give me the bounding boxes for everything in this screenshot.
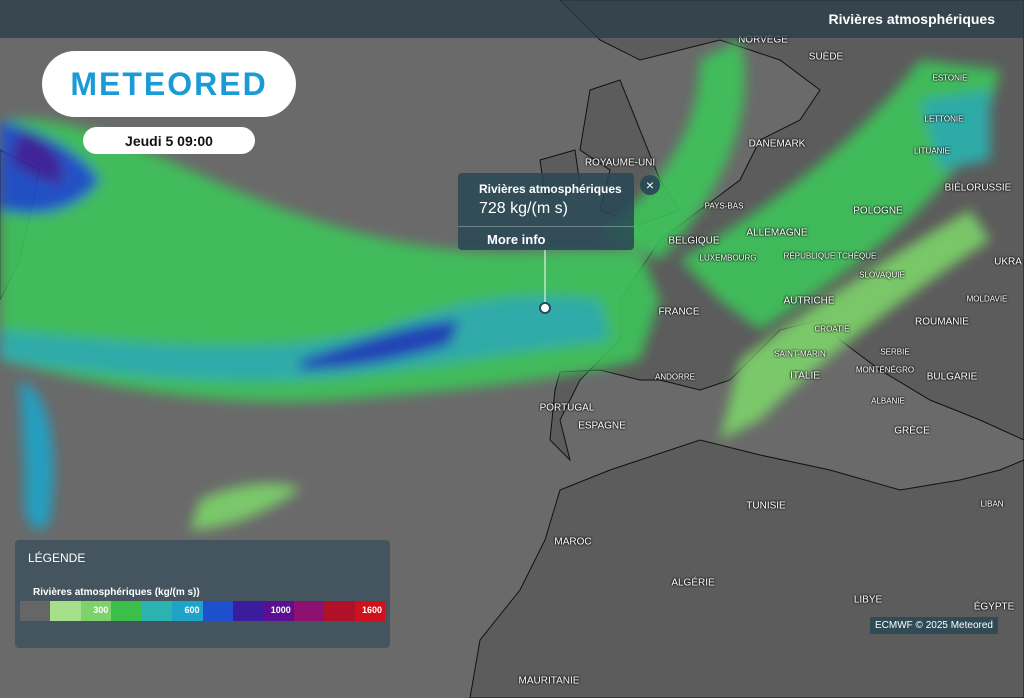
country-label: ROUMANIE (915, 316, 969, 328)
legend-swatch (324, 601, 355, 621)
legend-title[interactable]: LÉGENDE (28, 551, 86, 565)
country-label: MOLDAVIE (966, 294, 1008, 304)
country-label: SLOVAQUIE (859, 270, 905, 280)
country-label: FRANCE (658, 306, 700, 318)
attribution: ECMWF © 2025 Meteored (870, 617, 998, 634)
atmospheric-river (0, 40, 1000, 530)
country-label: MAROC (554, 536, 592, 548)
legend-tick-label: 300 (93, 605, 109, 615)
country-label: CROATIE (814, 324, 850, 334)
country-label: ANDORRE (654, 372, 696, 382)
country-label: BULGARIE (926, 371, 978, 383)
country-label: MONTÉNÉGRO (855, 365, 915, 375)
legend-scale: 300 600 1000 1600 (20, 601, 386, 621)
country-label: TUNISIE (746, 500, 786, 512)
top-bar: Rivières atmosphériques (0, 0, 1024, 38)
country-label: MAURITANIE (518, 675, 580, 687)
country-label: UKRA (994, 256, 1022, 268)
legend-swatch (202, 601, 233, 621)
legend-subtitle: Rivières atmosphériques (kg/(m s)) (33, 587, 200, 598)
legend: LÉGENDE Rivières atmosphériques (kg/(m s… (15, 540, 390, 648)
country-label: LETTONIE (924, 114, 964, 124)
country-label: PAYS-BAS (704, 201, 744, 211)
country-label: POLOGNE (853, 205, 903, 217)
legend-swatch (293, 601, 325, 621)
more-info-label[interactable]: More info (487, 232, 546, 247)
country-label: GRÈCE (894, 425, 930, 437)
country-label: BELGIQUE (668, 235, 720, 247)
country-label: LIBAN (980, 499, 1004, 509)
logo[interactable]: METEORED (42, 51, 296, 117)
country-label: RÉPUBLIQUE TCHÈQUE (783, 251, 877, 261)
legend-tick-label: 1000 (270, 605, 291, 615)
country-label: LUXEMBOURG (699, 253, 757, 263)
legend-swatch: 600 (172, 601, 203, 621)
popup-title: Rivières atmosphériques (479, 182, 622, 196)
country-label: PORTUGAL (539, 402, 595, 414)
more-info-button[interactable]: More info (458, 226, 634, 251)
country-label: SUÈDE (808, 51, 844, 63)
close-button[interactable]: × (640, 175, 660, 195)
info-popup: Rivières atmosphériques 728 kg/(m s) Mor… (458, 173, 634, 250)
country-label: ALGÉRIE (671, 577, 715, 589)
layer-title[interactable]: Rivières atmosphériques (828, 11, 995, 27)
selected-point[interactable] (539, 302, 551, 314)
country-label: ESTONIE (932, 73, 968, 83)
country-label: ROYAUME-UNI (584, 157, 656, 169)
legend-swatch: 300 (80, 601, 112, 621)
legend-swatch (20, 601, 51, 621)
country-label: SERBIE (880, 347, 910, 357)
country-label: ESPAGNE (578, 420, 626, 432)
legend-swatch (111, 601, 142, 621)
country-label: LITUANIE (913, 146, 951, 156)
country-label: DANEMARK (748, 138, 806, 150)
country-label: SAINT-MARIN (774, 349, 826, 359)
country-label: NORVÈGE (738, 34, 788, 46)
country-label: ALBANIE (871, 396, 905, 406)
legend-swatch: 1000 (263, 601, 294, 621)
country-label: BIÉLORUSSIE (944, 182, 1012, 194)
legend-swatch (232, 601, 264, 621)
country-label: ALLEMAGNE (746, 227, 808, 239)
legend-tick-label: 1600 (362, 605, 383, 615)
popup-value: 728 kg/(m s) (479, 200, 568, 217)
country-label: ITALIE (790, 370, 820, 382)
date-badge[interactable]: Jeudi 5 09:00 (83, 127, 255, 154)
legend-tick-label: 600 (184, 605, 200, 615)
legend-swatch (50, 601, 81, 621)
legend-swatch: 1600 (354, 601, 386, 621)
country-label: ÉGYPTE (973, 601, 1015, 613)
country-label: AUTRICHE (783, 295, 835, 307)
legend-swatch (141, 601, 173, 621)
country-label: LIBYE (853, 594, 883, 606)
